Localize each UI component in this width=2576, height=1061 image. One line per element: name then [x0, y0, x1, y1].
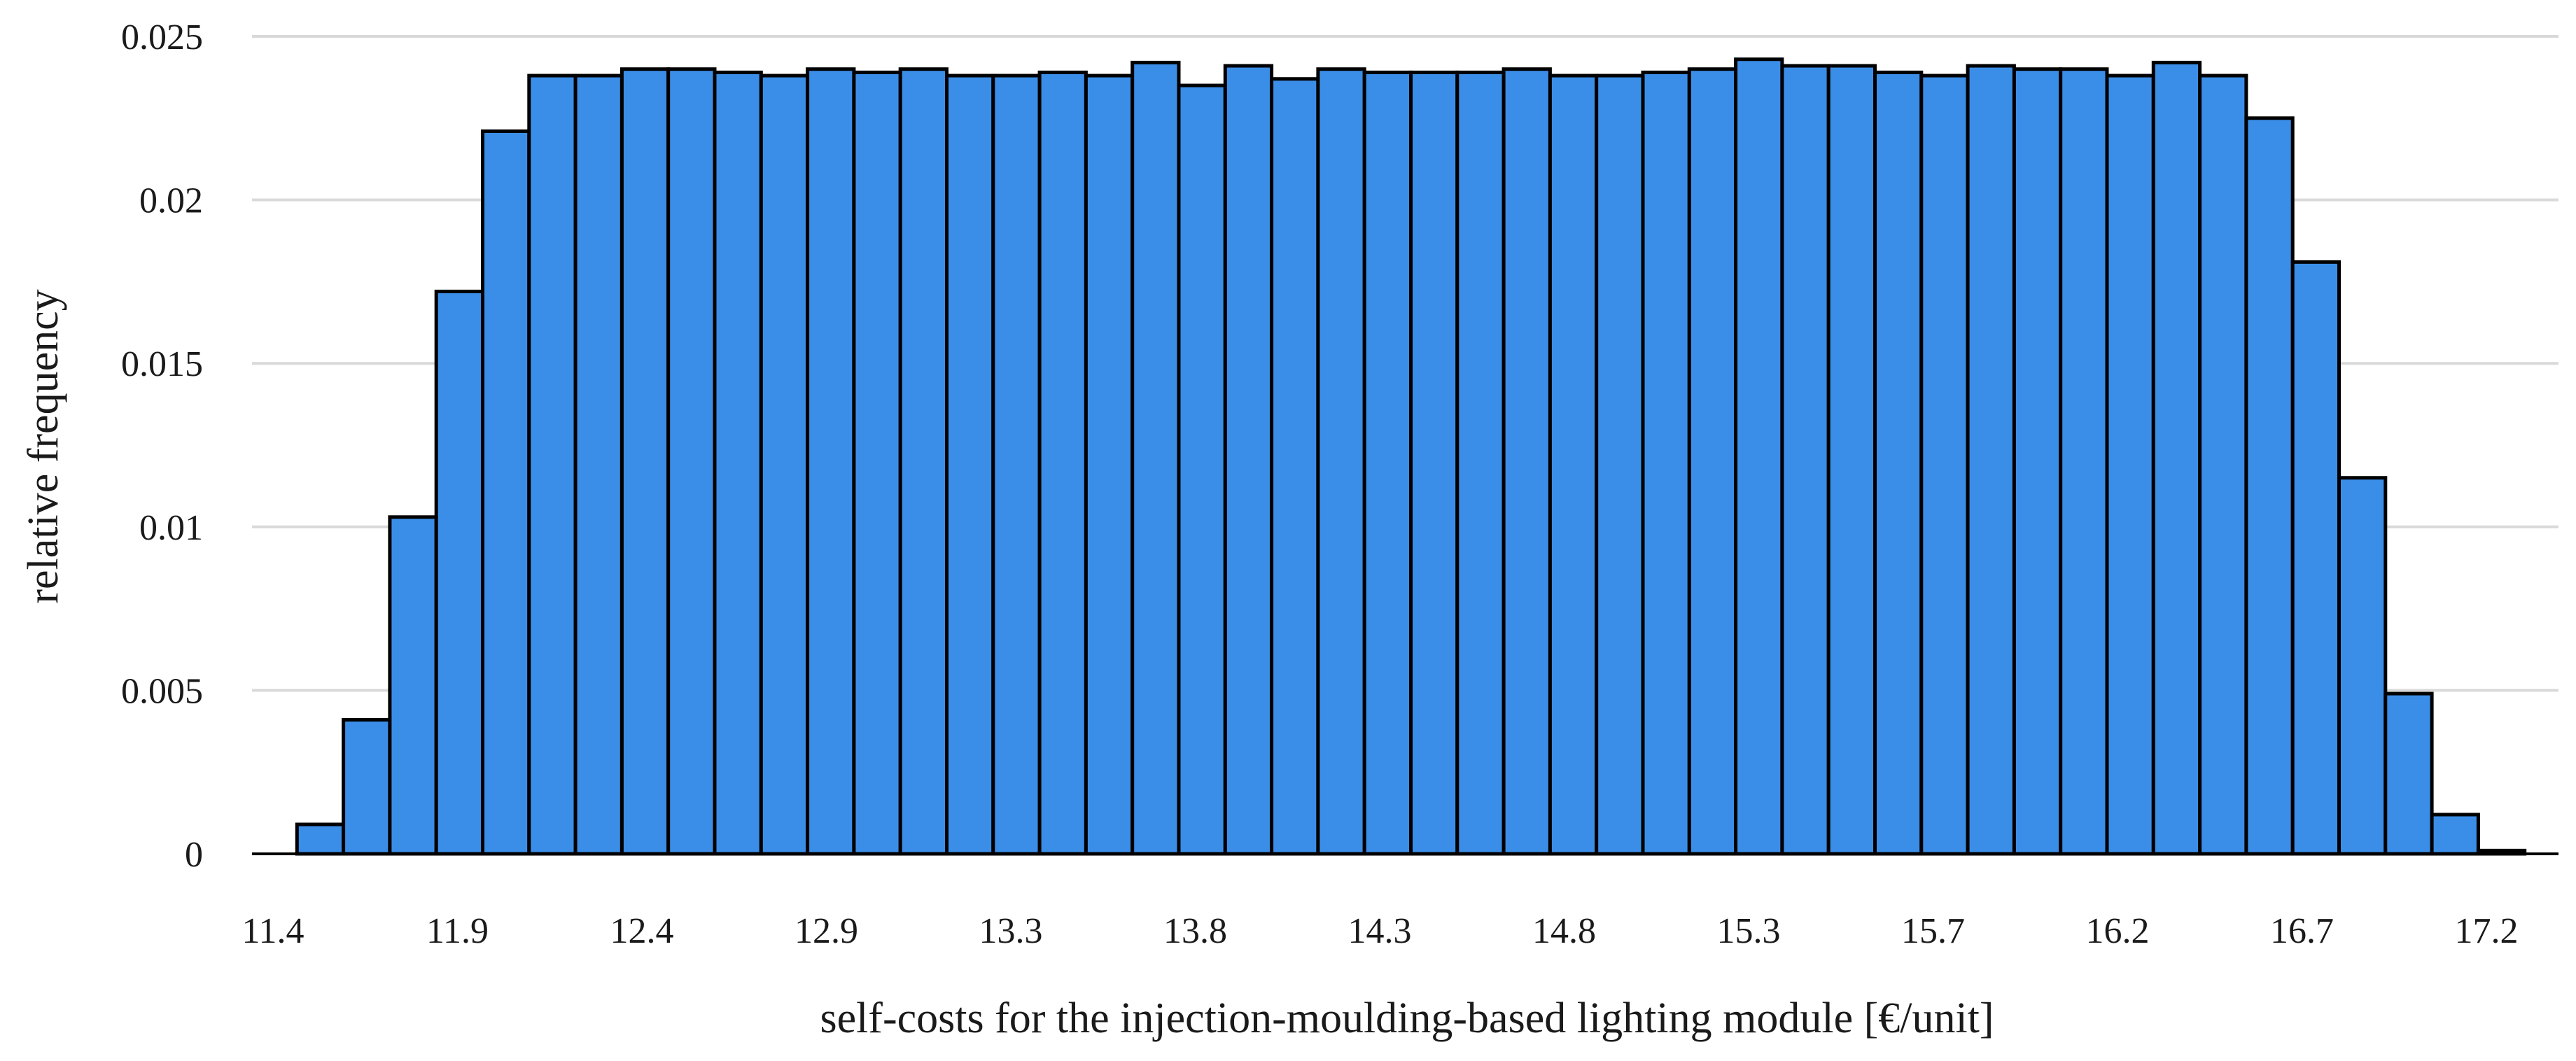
histogram-bar: [2244, 116, 2295, 856]
histogram-bar: [2105, 73, 2155, 856]
histogram-bar: [1873, 70, 1924, 856]
x-tick-label: 16.2: [2086, 911, 2150, 951]
x-tick-label: 12.9: [794, 911, 858, 951]
histogram-bar: [388, 515, 438, 856]
histogram-bar: [1037, 70, 1088, 856]
x-tick-label: 11.9: [426, 911, 489, 951]
histogram-bar: [898, 67, 948, 856]
histogram-bar: [1687, 67, 1738, 856]
histogram-bar: [2384, 691, 2434, 856]
x-tick-labels: 11.4 11.9 12.4 12.9 13.3 13.8 14.3 14.8 15.3 15.7…: [241, 911, 2518, 951]
histogram-bar: [1966, 64, 2016, 856]
y-tick-label: 0.02: [139, 181, 203, 221]
histogram-bar: [620, 67, 671, 856]
histogram-bar: [1409, 70, 1460, 856]
x-tick-label: 13.3: [979, 911, 1043, 951]
histogram-bar: [1084, 73, 1135, 856]
histogram-bar: [1826, 64, 1877, 856]
y-tick-label: 0.01: [139, 508, 203, 548]
histogram-bar: [666, 67, 717, 856]
x-tick-label: 12.4: [610, 911, 674, 951]
histogram-bar: [1316, 67, 1366, 856]
x-tick-label: 13.8: [1163, 911, 1227, 951]
y-tick-label: 0.005: [121, 671, 203, 711]
histogram-bar: [759, 73, 810, 856]
y-tick-label: 0.015: [121, 344, 203, 384]
x-tick-label: 14.3: [1348, 911, 1412, 951]
histogram-bar: [1177, 83, 1227, 856]
histogram-bar: [342, 717, 392, 856]
histogram-bar: [2290, 260, 2341, 856]
histogram-bar: [1130, 60, 1181, 856]
y-tick-labels: 0 0.005 0.01 0.015 0.02 0.025: [121, 17, 203, 875]
histogram-bar: [1455, 70, 1506, 856]
y-tick-label: 0: [185, 835, 203, 875]
histogram-bar: [1641, 70, 1691, 856]
y-tick-label: 0.025: [121, 17, 203, 57]
histogram-bar: [1362, 70, 1413, 856]
x-tick-label: 15.3: [1717, 911, 1781, 951]
histogram-bar: [713, 70, 763, 856]
histogram-bar: [1919, 73, 1970, 856]
histogram-bars: [295, 57, 2527, 856]
histogram-bar: [945, 73, 995, 856]
histogram-bar: [1734, 57, 1784, 856]
histogram-bar: [481, 129, 531, 856]
x-axis-title: self-costs for the injection-moulding-ba…: [820, 995, 1994, 1042]
histogram-bar: [295, 822, 346, 856]
x-tick-label: 14.8: [1532, 911, 1596, 951]
histogram-bar: [2059, 67, 2109, 856]
histogram-bar: [1595, 73, 1645, 856]
histogram-bar: [991, 73, 1042, 856]
histogram-bar: [1548, 73, 1599, 856]
histogram-bar: [2430, 813, 2480, 856]
histogram-bar: [1780, 64, 1830, 856]
histogram-bar: [434, 289, 485, 856]
x-tick-label: 17.2: [2455, 911, 2519, 951]
x-tick-label: 16.7: [2270, 911, 2334, 951]
y-axis-title: relative frequency: [20, 289, 67, 603]
histogram-bar: [2151, 60, 2202, 856]
histogram-bar: [1502, 67, 1552, 856]
histogram-bar: [806, 67, 856, 856]
histogram-bar: [2198, 73, 2248, 856]
histogram-bar: [2012, 67, 2063, 856]
histogram-bar: [527, 73, 578, 856]
x-tick-label: 15.7: [1901, 911, 1965, 951]
x-tick-label: 11.4: [241, 911, 304, 951]
histogram-bar: [1223, 64, 1274, 856]
histogram-bar: [2337, 476, 2388, 856]
histogram-bar: [1270, 77, 1320, 856]
histogram-bar: [573, 73, 624, 856]
histogram-bar: [852, 70, 902, 856]
